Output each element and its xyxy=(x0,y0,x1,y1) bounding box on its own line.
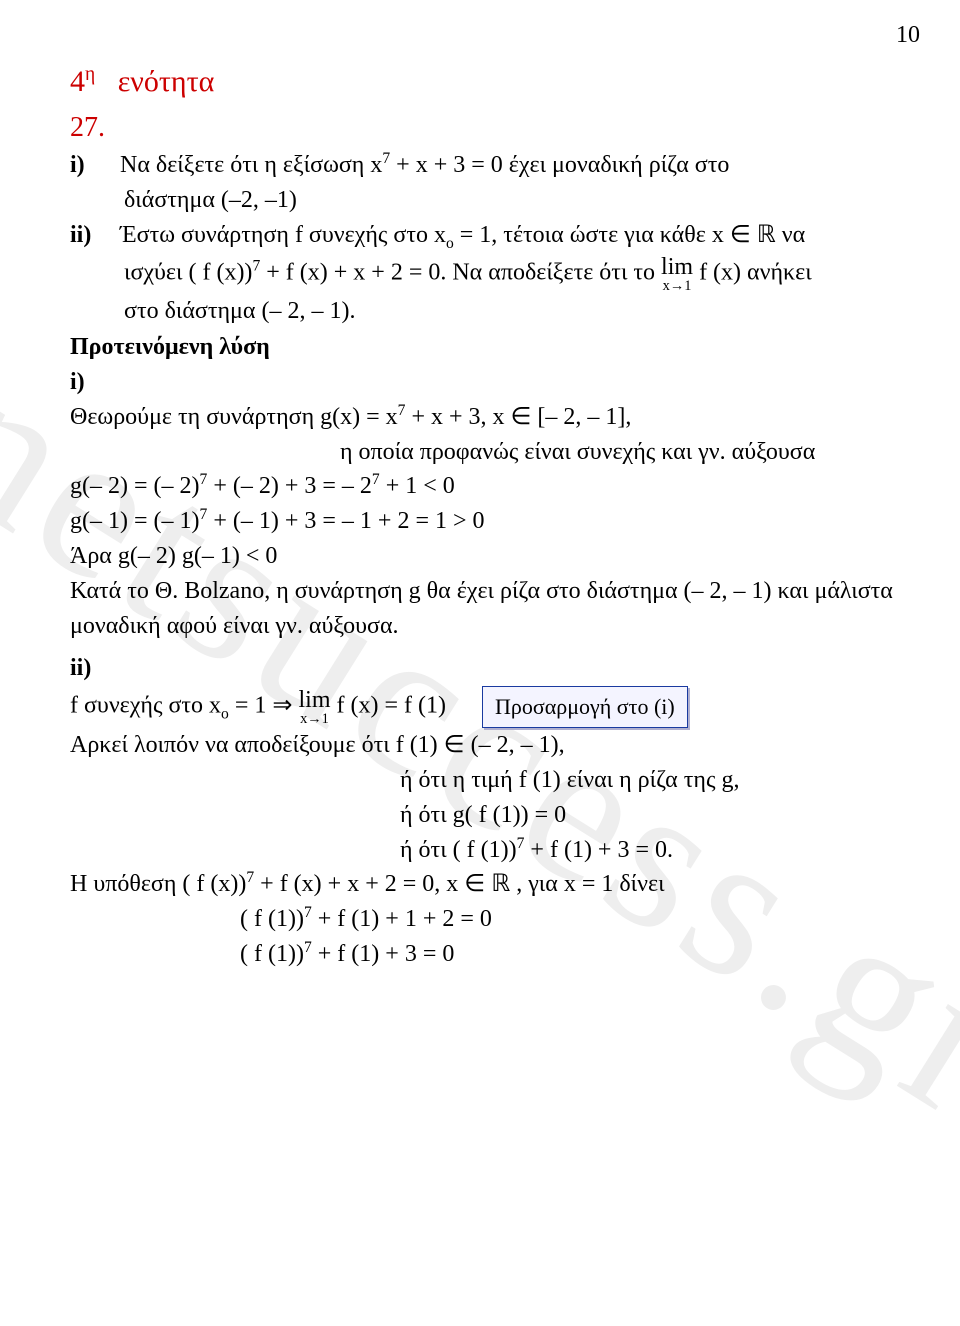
sub: o xyxy=(221,706,229,723)
real-symbol-icon: ℝ xyxy=(757,222,776,248)
section-header: 4η ενότητα xyxy=(70,60,900,104)
text: f (x) ανήκει xyxy=(699,260,812,286)
text: + x + 3 = 0 έχει μοναδική ρίζα στο xyxy=(390,152,729,178)
exp: 7 xyxy=(246,869,254,886)
text: Η υπόθεση ( f (x)) xyxy=(70,871,246,897)
text: + (– 1) + 3 = – 1 + 2 = 1 > 0 xyxy=(207,508,484,534)
real-symbol-icon: ℝ xyxy=(491,871,510,897)
hyp-line1: Η υπόθεση ( f (x))7 + f (x) + x + 2 = 0,… xyxy=(70,867,900,902)
text: στο διάστημα (– 2, – 1). xyxy=(124,298,355,324)
text: Έστω συνάρτηση f συνεχής στο x xyxy=(120,222,446,248)
stmt-ii-line2: ισχύει ( f (x))7 + f (x) + x + 2 = 0. Να… xyxy=(70,255,900,293)
sol-i-label: i) xyxy=(70,365,900,400)
sol-ii-line5: ή ότι ( f (1))7 + f (1) + 3 = 0. xyxy=(70,833,900,868)
sol-line-bolzano: Κατά το Θ. Bolzano, η συνάρτηση g θα έχε… xyxy=(70,574,900,644)
exp: 7 xyxy=(372,471,380,488)
text: διάστημα (–2, –1) xyxy=(124,187,297,213)
section-word: ενότητα xyxy=(118,65,215,98)
text: g(– 2) = (– 2) xyxy=(70,473,200,499)
text: Να δείξετε ότι η εξίσωση x xyxy=(120,152,382,178)
text: + f (x) + x + 2 = 0, x ∈ xyxy=(254,871,491,897)
text: f (x) = f (1) xyxy=(337,693,447,719)
text: ( f (1)) xyxy=(240,906,304,932)
text: , για x = 1 δίνει xyxy=(510,871,664,897)
sol-line-cont: η οποία προφανώς είναι συνεχής και γν. α… xyxy=(70,435,900,470)
section-number-super: η xyxy=(85,64,95,85)
lim-top: lim xyxy=(298,688,330,712)
text: ή ότι ( f (1)) xyxy=(400,837,517,863)
lim-bot: x→1 xyxy=(661,279,693,293)
text: ( f (1)) xyxy=(240,941,304,967)
text: + 1 < 0 xyxy=(380,473,455,499)
stmt-ii-line1: ii) Έστω συνάρτηση f συνεχής στο xo = 1,… xyxy=(70,218,900,255)
sol-ii-line1: f συνεχής στο xo = 1 ⇒ limx→1 f (x) = f … xyxy=(70,686,900,728)
text: Θεωρούμε τη συνάρτηση g(x) = x xyxy=(70,404,398,430)
hyp-line3: ( f (1))7 + f (1) + 3 = 0 xyxy=(70,937,900,972)
exp: 7 xyxy=(304,939,312,956)
sol-ii-line4: ή ότι g( f (1)) = 0 xyxy=(70,798,900,833)
text: + f (1) + 1 + 2 = 0 xyxy=(312,906,492,932)
sol-ii-line2: Αρκεί λοιπόν να αποδείξουμε ότι f (1) ∈ … xyxy=(70,728,900,763)
label-ii: ii) xyxy=(70,218,114,253)
sol-line-product: Άρα g(– 2) g(– 1) < 0 xyxy=(70,539,900,574)
stmt-ii-line3: στο διάστημα (– 2, – 1). xyxy=(70,294,900,329)
solution-title: Προτεινόμενη λύση xyxy=(70,330,900,365)
section-number: 4 xyxy=(70,65,85,98)
text: g(– 1) = (– 1) xyxy=(70,508,200,534)
page-content: 10 4η ενότητα 27. i) Να δείξετε ότι η εξ… xyxy=(0,0,960,1012)
stmt-i-line1: i) Να δείξετε ότι η εξίσωση x7 + x + 3 =… xyxy=(70,148,900,183)
sol-line-g-def: Θεωρούμε τη συνάρτηση g(x) = x7 + x + 3,… xyxy=(70,400,900,435)
text: + x + 3, x ∈ [– 2, – 1], xyxy=(405,404,631,430)
page-number: 10 xyxy=(896,18,920,53)
text: + f (x) + x + 2 = 0. Να αποδείξετε ότι τ… xyxy=(260,260,661,286)
text: + f (1) + 3 = 0 xyxy=(312,941,455,967)
sub: o xyxy=(446,234,454,251)
limit-expr: limx→1 xyxy=(661,255,693,293)
lim-top: lim xyxy=(661,255,693,279)
text: = 1, τέτοια ώστε για κάθε x ∈ xyxy=(454,222,757,248)
text: + (– 2) + 3 = – 2 xyxy=(207,473,372,499)
text: ισχύει ( f (x)) xyxy=(124,260,252,286)
text: + f (1) + 3 = 0. xyxy=(524,837,673,863)
sol-ii-label: ii) xyxy=(70,651,900,686)
sol-line-g-2: g(– 2) = (– 2)7 + (– 2) + 3 = – 27 + 1 <… xyxy=(70,469,900,504)
exp: 7 xyxy=(382,150,390,167)
limit-expr: limx→1 xyxy=(298,688,330,726)
sol-line-g-1: g(– 1) = (– 1)7 + (– 1) + 3 = – 1 + 2 = … xyxy=(70,504,900,539)
problem-number: 27. xyxy=(70,108,900,149)
text: να xyxy=(776,222,805,248)
hyp-line2: ( f (1))7 + f (1) + 1 + 2 = 0 xyxy=(70,902,900,937)
text: = 1 ⇒ xyxy=(229,693,299,719)
stmt-i-line2: διάστημα (–2, –1) xyxy=(70,183,900,218)
text: f συνεχής στο x xyxy=(70,693,221,719)
label-i: i) xyxy=(70,148,114,183)
exp: 7 xyxy=(304,904,312,921)
lim-bot: x→1 xyxy=(298,712,330,726)
callout-box: Προσαρμογή στο (i) xyxy=(482,686,688,728)
sol-ii-line3: ή ότι η τιμή f (1) είναι η ρίζα της g, xyxy=(70,763,900,798)
